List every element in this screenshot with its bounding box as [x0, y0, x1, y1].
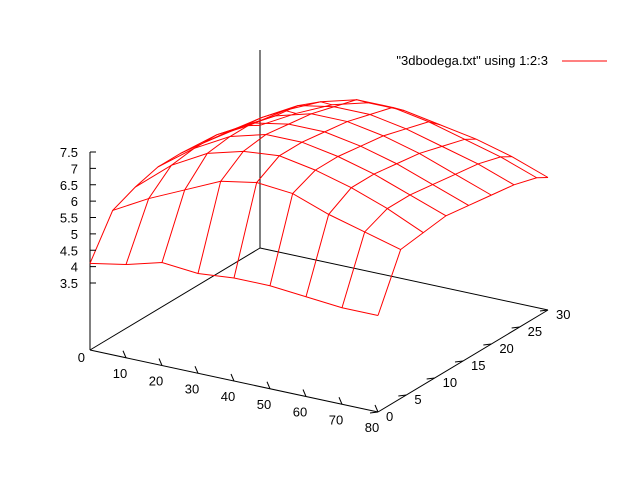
x-tick-label: 70	[329, 412, 343, 427]
y-tick-mark	[398, 394, 407, 397]
x-tick-mark	[230, 373, 235, 382]
x-axis-ticks: 10 20 30 40 50 60 70 80	[113, 350, 379, 435]
mesh-column-line	[197, 99, 369, 274]
x-tick-label: 50	[257, 397, 271, 412]
z-tick-label: 7	[71, 161, 78, 176]
z-tick-label: 7.5	[60, 145, 78, 160]
mesh-column-line	[89, 124, 261, 264]
y-tick-mark	[369, 411, 379, 414]
x-tick-label: 20	[149, 374, 163, 389]
mesh-column-line	[125, 109, 297, 265]
y-tick-mark	[426, 377, 435, 380]
z-axis-ticks: 3.54 4.555.5 66.5 77.5 0	[60, 145, 96, 365]
z-tick-label: 6	[71, 194, 78, 209]
y-tick-label: 30	[556, 307, 570, 322]
y-tick-mark	[483, 343, 492, 346]
y-tick-label: 10	[443, 375, 457, 390]
z-tick-label: 4.5	[60, 243, 78, 258]
x-tick-label: 60	[293, 405, 307, 420]
x-tick-mark	[194, 366, 199, 374]
legend-label: "3dbodega.txt" using 1:2:3	[396, 53, 548, 68]
x-tick-mark	[374, 404, 379, 413]
mesh-column-line	[233, 106, 405, 279]
x-tick-mark	[158, 358, 163, 366]
y-tick-mark	[454, 360, 464, 363]
y-tick-label: 25	[528, 324, 542, 339]
z-tick-label: 6.5	[60, 178, 78, 193]
mesh-column-line	[305, 138, 477, 297]
x-tick-mark	[266, 381, 271, 389]
y-tick-label: 0	[386, 409, 393, 424]
x-tick-label: 10	[113, 366, 127, 381]
x-tick-label: 40	[221, 389, 235, 404]
base-back-edge	[259, 247, 549, 311]
legend: "3dbodega.txt" using 1:2:3	[396, 53, 607, 68]
mesh-column-line	[161, 101, 333, 263]
y-tick-mark	[511, 326, 520, 329]
x-tick-label: 80	[365, 420, 379, 435]
z-base-label: 0	[78, 350, 85, 365]
mesh-column-line	[341, 156, 513, 308]
x-tick-mark	[302, 389, 307, 397]
mesh-column-line	[377, 177, 549, 316]
y-tick-mark	[539, 309, 549, 312]
z-tick-label: 3.5	[60, 276, 78, 291]
y-axis-ticks: 0 5 10 15 20 25 30	[369, 307, 570, 424]
base-left-edge	[89, 247, 261, 351]
surface-mesh	[89, 99, 549, 317]
x-tick-mark	[338, 397, 343, 405]
mesh-row-line	[89, 261, 379, 317]
x-tick-label: 30	[185, 381, 199, 396]
mesh-row-line	[157, 133, 447, 217]
y-tick-label: 5	[414, 392, 421, 407]
mesh-row-line	[135, 150, 424, 234]
z-tick-label: 5	[71, 227, 78, 242]
z-tick-label: 5.5	[60, 211, 78, 226]
z-tick-label: 4	[71, 260, 78, 275]
y-tick-label: 15	[471, 358, 485, 373]
x-tick-mark	[122, 350, 127, 358]
mesh-column-line	[269, 121, 441, 286]
y-tick-label: 20	[499, 341, 513, 356]
